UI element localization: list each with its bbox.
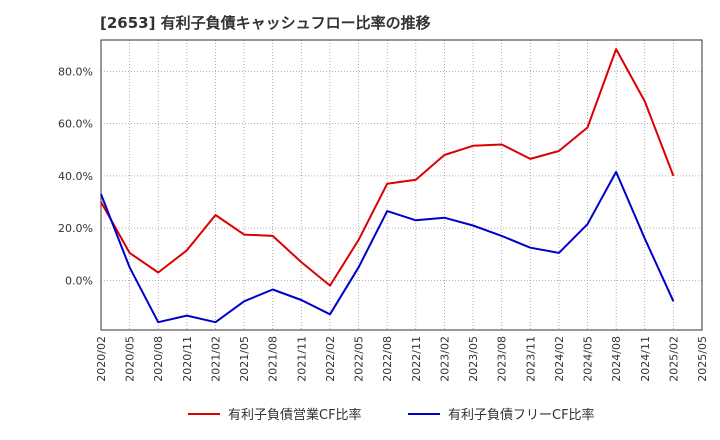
- x-tick-label: 2024/08: [610, 336, 623, 382]
- data-point-series-2: [671, 299, 676, 304]
- x-tick-label: 2023/05: [467, 336, 480, 382]
- data-point-series-1: [299, 260, 304, 265]
- x-tick-label: 2022/08: [381, 336, 394, 382]
- data-point-series-1: [528, 156, 533, 161]
- y-tick-label: 0.0%: [65, 274, 93, 287]
- legend-label-1: 有利子負債営業CF比率: [228, 407, 362, 423]
- data-point-series-1: [156, 270, 161, 275]
- x-tick-label: 2024/11: [639, 336, 652, 382]
- legend-label-2: 有利子負債フリーCF比率: [448, 407, 595, 423]
- series-line-2: [100, 170, 675, 324]
- y-tick-label: 80.0%: [58, 65, 93, 78]
- data-point-series-2: [156, 320, 161, 325]
- grid: [100, 40, 703, 330]
- data-point-series-2: [413, 218, 418, 223]
- data-point-series-1: [270, 233, 275, 238]
- x-tick-label: 2020/11: [181, 336, 194, 382]
- data-point-series-2: [99, 192, 104, 197]
- data-point-series-2: [614, 169, 619, 174]
- y-tick-label: 20.0%: [58, 222, 93, 235]
- data-point-series-1: [614, 47, 619, 52]
- data-point-series-2: [242, 299, 247, 304]
- data-point-series-2: [528, 245, 533, 250]
- data-point-series-1: [671, 173, 676, 178]
- data-point-series-1: [213, 213, 218, 218]
- x-tick-label: 2021/05: [238, 336, 251, 382]
- x-tick-label: 2021/02: [209, 336, 222, 382]
- x-tick-label: 2023/02: [438, 336, 451, 382]
- data-point-series-2: [642, 236, 647, 241]
- x-tick-label: 2020/05: [124, 336, 137, 382]
- data-point-series-1: [499, 142, 504, 147]
- data-point-series-2: [327, 312, 332, 317]
- data-point-series-1: [642, 99, 647, 104]
- x-tick-label: 2022/05: [353, 336, 366, 382]
- y-tick-label: 60.0%: [58, 118, 93, 131]
- data-point-series-2: [356, 265, 361, 270]
- data-point-series-2: [299, 297, 304, 302]
- data-point-series-1: [356, 237, 361, 242]
- x-tick-label: 2021/11: [295, 336, 308, 382]
- legend: 有利子負債営業CF比率 有利子負債フリーCF比率: [188, 407, 595, 423]
- x-tick-label: 2025/05: [696, 336, 709, 382]
- data-point-series-1: [442, 152, 447, 157]
- series-line-1: [100, 48, 675, 287]
- x-tick-label: 2025/02: [667, 336, 680, 382]
- data-point-series-2: [499, 233, 504, 238]
- data-point-series-1: [327, 283, 332, 288]
- data-point-series-1: [585, 125, 590, 130]
- data-point-series-2: [585, 222, 590, 227]
- plot-frame: [100, 39, 703, 331]
- data-point-series-1: [413, 177, 418, 182]
- x-tick-label: 2021/08: [267, 336, 280, 382]
- data-point-series-1: [556, 149, 561, 154]
- data-point-series-1: [471, 143, 476, 148]
- data-point-series-2: [127, 265, 132, 270]
- data-point-series-2: [385, 209, 390, 214]
- y-tick-label: 40.0%: [58, 170, 93, 183]
- axes: 0.0% 20.0% 40.0% 60.0% 80.0% 2020/02 2020/05 20…: [58, 39, 709, 382]
- x-tick-label: 2020/02: [95, 336, 108, 382]
- data-point-series-2: [556, 250, 561, 255]
- x-tick-label: 2022/11: [410, 336, 423, 382]
- series: [99, 47, 676, 325]
- data-point-series-1: [127, 250, 132, 255]
- data-point-series-1: [385, 181, 390, 186]
- data-point-series-2: [471, 223, 476, 228]
- x-tick-label: 2023/11: [524, 336, 537, 382]
- data-point-series-2: [442, 215, 447, 220]
- x-tick-label: 2022/02: [324, 336, 337, 382]
- data-point-series-2: [184, 313, 189, 318]
- x-tick-label: 2020/08: [152, 336, 165, 382]
- x-tick-label: 2024/05: [582, 336, 595, 382]
- chart-title: [2653] 有利子負債キャッシュフロー比率の推移: [100, 14, 431, 32]
- data-point-series-2: [270, 287, 275, 292]
- data-point-series-1: [242, 232, 247, 237]
- x-tick-label: 2024/02: [553, 336, 566, 382]
- x-tick-label: 2023/08: [496, 336, 509, 382]
- data-point-series-2: [213, 320, 218, 325]
- data-point-series-1: [184, 248, 189, 253]
